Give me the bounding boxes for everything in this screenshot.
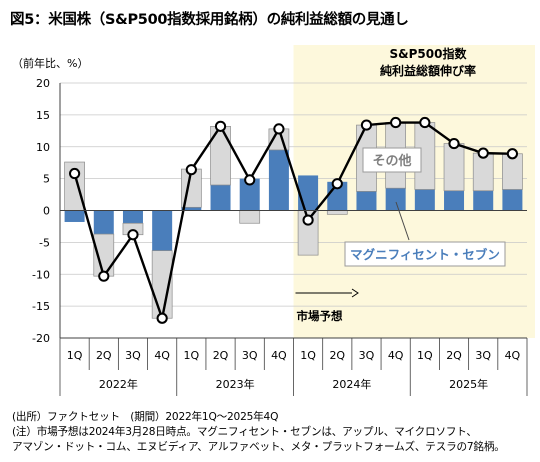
bar-others [443, 143, 465, 192]
y-tick-label: 15 [36, 109, 50, 122]
total-growth-marker [506, 148, 519, 160]
bar-mag7 [414, 189, 435, 211]
mag7-annotation: マグニフィセント・セブン [350, 247, 500, 262]
year-label: 2025年 [449, 377, 488, 391]
bar-mag7 [64, 210, 85, 222]
total-growth-marker [390, 116, 402, 129]
bar-mag7 [385, 188, 406, 211]
mag7-pointer [395, 201, 410, 241]
chart-plot: -20 -15 -10 -5 0 5 10 15 20 1Q 2Q 3Q 4Q 1Q 2Q 3Q 4Q 1Q 2Q 3… [32, 45, 535, 396]
total-growth-marker [98, 270, 110, 282]
total-growth-line [73, 121, 513, 323]
total-growth-marker [214, 120, 227, 132]
y-tick-label: -20 [32, 332, 50, 345]
forecast-arrow-head [351, 288, 359, 298]
bar-mag7 [93, 210, 114, 235]
y-tick-label: 0 [43, 205, 50, 218]
x-tick-label: 1Q [300, 349, 316, 362]
total-growth-marker [68, 167, 81, 180]
x-tick-label: 2Q [213, 349, 229, 362]
year-label: 2024年 [332, 377, 371, 391]
total-growth-marker [156, 312, 168, 324]
x-tick-label: 4Q [271, 349, 287, 362]
x-tick-label: 3Q [359, 349, 375, 362]
year-label: 2022年 [99, 377, 138, 391]
x-tick-label: 2Q [96, 349, 112, 362]
total-growth-marker [244, 174, 256, 186]
source-note: (出所）ファクトセット (期間）2022年1Q～2025年4Q [12, 411, 279, 423]
bar-mag7 [502, 189, 523, 211]
bar-mag7 [268, 149, 289, 211]
x-tick-label: 4Q [154, 349, 170, 362]
y-tick-label: 5 [43, 173, 50, 186]
y-tick-label: -5 [39, 236, 50, 249]
others-annotation: その他 [372, 153, 411, 169]
total-growth-marker [331, 178, 343, 190]
y-tick-label: -10 [32, 268, 50, 281]
y-tick-label: 10 [36, 141, 50, 154]
bar-mag7 [181, 207, 202, 211]
bar-others [472, 152, 494, 192]
y-tick-label: 20 [36, 77, 50, 90]
others-label-box [362, 147, 422, 173]
total-growth-marker [185, 164, 197, 176]
chart-notes: (出所）ファクトセット (期間）2022年1Q～2025年4Q (注）市場予想は… [12, 410, 505, 455]
bar-mag7 [444, 190, 465, 211]
total-growth-marker [448, 137, 460, 150]
x-tick-label: 4Q [388, 349, 404, 362]
total-growth-marker [302, 214, 314, 226]
bar-mag7 [210, 185, 231, 211]
x-tick-label: 2Q [446, 349, 462, 362]
year-label: 2023年 [216, 377, 255, 391]
forecast-label: 市場予想 [297, 309, 343, 323]
bar-mag7 [356, 191, 377, 211]
x-tick-label: 3Q [125, 349, 141, 362]
bar-mag7 [152, 210, 173, 251]
x-tick-label: 1Q [184, 349, 200, 362]
bar-others [326, 210, 348, 215]
chart-title: 図5：米国株（S&P500指数採用銘柄）の純利益総額の見通し [10, 12, 409, 28]
x-tick-label: 1Q [67, 349, 83, 362]
x-tick-label: 1Q [417, 349, 433, 362]
total-growth-marker [477, 147, 489, 159]
footnote-2: アマゾン・ドット・コム、エヌビディア、アルファベット、メタ・プラットフォームズ、… [12, 441, 505, 453]
footnote-1: (注）市場予想は2024年3月28日時点。マグニフィセント・セブンは、アップル、… [12, 426, 477, 438]
total-growth-marker [419, 116, 431, 129]
bar-mag7 [122, 210, 143, 224]
x-tick-label: 3Q [475, 349, 491, 362]
series-header-label: 純利益総額伸び率 [380, 63, 476, 78]
bar-mag7 [239, 178, 260, 211]
mag7-label-box [344, 241, 506, 267]
y-axis-unit-label: （前年比、%） [12, 57, 89, 70]
x-tick-label: 4Q [505, 349, 521, 362]
total-growth-marker [127, 229, 139, 241]
total-growth-marker [360, 119, 373, 131]
x-tick-label: 3Q [242, 349, 258, 362]
y-tick-label: -15 [32, 300, 50, 313]
bar-mag7 [473, 190, 494, 211]
x-tick-label: 2Q [329, 349, 345, 362]
bar-mag7 [298, 175, 319, 211]
total-growth-marker [273, 123, 285, 135]
bar-others [239, 210, 261, 224]
series-header-label: S&P500指数 [390, 46, 468, 61]
